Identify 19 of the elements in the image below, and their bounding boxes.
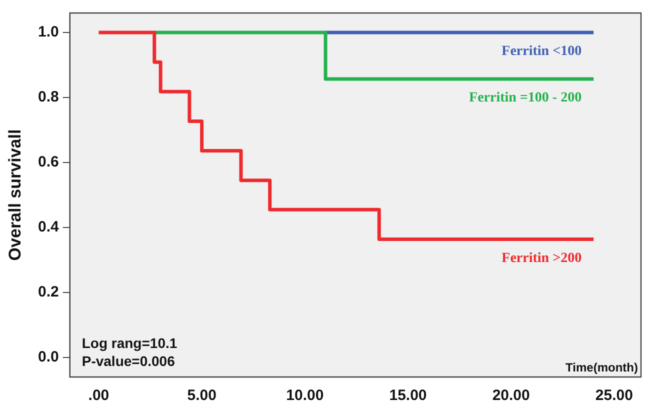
series-label: Ferritin <100 <box>502 44 582 60</box>
y-tick-label: 0.6 <box>38 154 59 171</box>
series-label: Ferritin >200 <box>502 250 582 266</box>
annotation: Log rang=10.1 <box>82 334 178 351</box>
y-axis-title: Overall survivall <box>6 129 25 261</box>
y-tick-label: 1.0 <box>38 24 59 41</box>
y-tick-label: 0.0 <box>38 348 59 366</box>
y-tick-label: 0.8 <box>38 88 59 106</box>
x-tick-label: .00 <box>88 387 110 404</box>
y-tick-label: 0.4 <box>38 218 60 236</box>
x-tick-label: 10.00 <box>286 387 324 404</box>
x-axis-title: Time(month) <box>566 360 638 374</box>
x-tick-label: 15.00 <box>389 387 427 404</box>
annotation: P-value=0.006 <box>82 352 176 369</box>
x-tick-label: 20.00 <box>492 387 530 404</box>
y-tick-label: 0.2 <box>38 284 59 301</box>
x-tick-label: 5.00 <box>187 387 216 404</box>
series-label: Ferritin =100 - 200 <box>469 90 582 106</box>
x-tick-label: 25.00 <box>595 387 633 404</box>
